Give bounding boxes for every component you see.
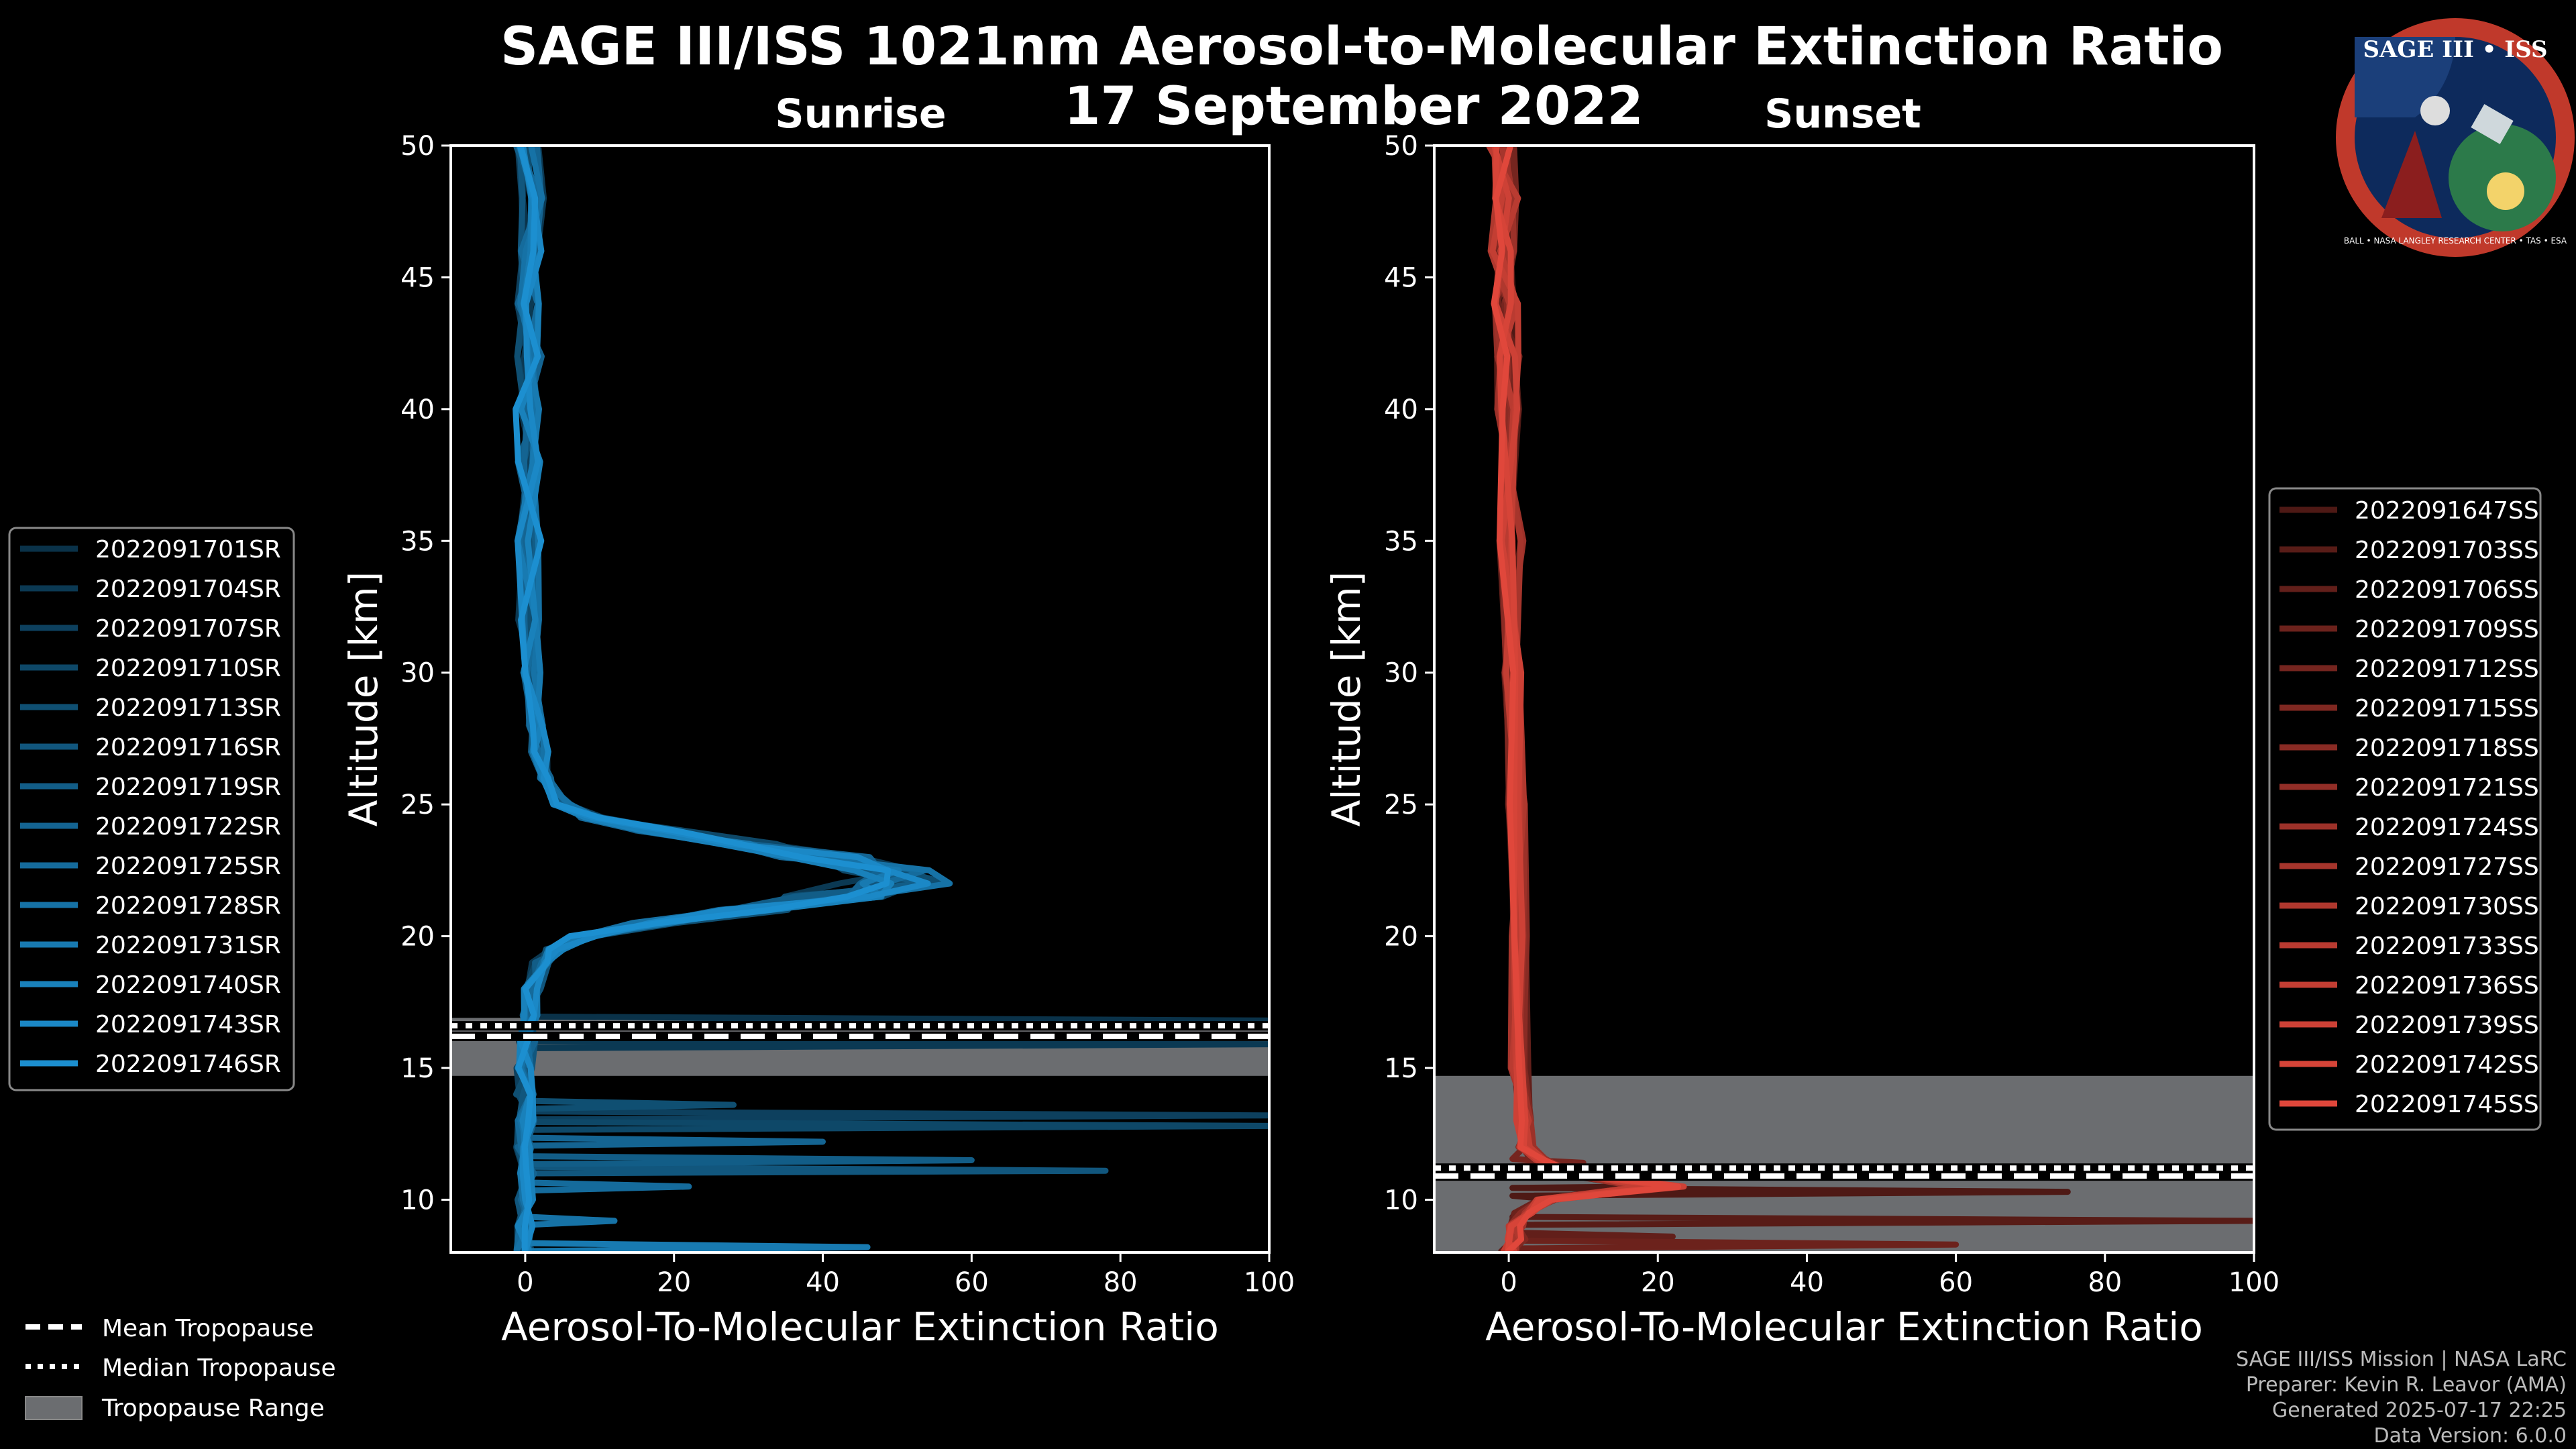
ss-ytick-label-40: 40 bbox=[1384, 394, 1418, 425]
sr-ytick-label-50: 50 bbox=[400, 131, 435, 162]
sr-xtick-label-80: 80 bbox=[1104, 1267, 1138, 1298]
sr-xtick-label-100: 100 bbox=[1244, 1267, 1295, 1298]
logo-name: SAGE III • ISS bbox=[2363, 36, 2547, 63]
ss-legend-label-2022091718SS: 2022091718SS bbox=[2355, 735, 2539, 762]
sunrise-legend: 2022091701SR 2022091704SR 2022091707SR 2022… bbox=[8, 527, 295, 1091]
sr-legend-label-2022091710SR: 2022091710SR bbox=[95, 655, 281, 682]
sr-xtick-label-60: 60 bbox=[955, 1267, 989, 1298]
sr-legend-label-2022091701SR: 2022091701SR bbox=[95, 536, 281, 564]
sage-mission-logo: SAGE III • ISS BALL • NASA LANGLEY RESEA… bbox=[2336, 18, 2575, 257]
sr-legend-label-2022091716SR: 2022091716SR bbox=[95, 734, 281, 761]
ss-legend-label-2022091742SS: 2022091742SS bbox=[2355, 1051, 2539, 1079]
sr-ytick-label-25: 25 bbox=[400, 790, 435, 820]
footer-mission: SAGE III/ISS Mission | NASA LaRC bbox=[2236, 1348, 2567, 1371]
sunset-legend-box bbox=[2268, 487, 2542, 1131]
ss-ytick-label-25: 25 bbox=[1384, 790, 1418, 820]
sr-ytick-label-35: 35 bbox=[400, 526, 435, 557]
footer-preparer: Preparer: Kevin R. Leavor (AMA) bbox=[2246, 1373, 2567, 1397]
ss-legend-label-2022091706SS: 2022091706SS bbox=[2355, 576, 2539, 604]
ss-profile-2022091745SS bbox=[1491, 146, 1682, 1252]
sunrise-legend-box bbox=[8, 527, 295, 1091]
sunrise-panel-title: Sunrise bbox=[775, 91, 946, 138]
sr-legend-label-2022091740SR: 2022091740SR bbox=[95, 971, 281, 999]
ss-legend-label-2022091727SS: 2022091727SS bbox=[2355, 853, 2539, 881]
sr-ytick-label-45: 45 bbox=[400, 262, 435, 293]
sr-legend-label-2022091722SR: 2022091722SR bbox=[95, 813, 281, 841]
ss-ytick-label-10: 10 bbox=[1384, 1185, 1418, 1216]
ss-xtick-label-0: 0 bbox=[1500, 1267, 1517, 1298]
sunset-ylabel: Altitude [km] bbox=[1324, 572, 1369, 826]
ss-legend-label-2022091721SS: 2022091721SS bbox=[2355, 774, 2539, 802]
tropopause-range-label: Tropopause Range bbox=[101, 1395, 325, 1422]
figure-title: SAGE III/ISS 1021nm Aerosol-to-Molecular… bbox=[500, 17, 2223, 77]
sr-ytick-label-30: 30 bbox=[400, 658, 435, 689]
ss-legend-label-2022091647SS: 2022091647SS bbox=[2355, 497, 2539, 525]
footer-generated: Generated 2025-07-17 22:25 bbox=[2272, 1399, 2567, 1422]
ss-xtick-label-100: 100 bbox=[2229, 1267, 2279, 1298]
ss-legend-label-2022091730SS: 2022091730SS bbox=[2355, 893, 2539, 920]
mean-tropopause-label: Mean Tropopause bbox=[102, 1315, 314, 1342]
sunrise-plot-background bbox=[451, 146, 1269, 1252]
sr-legend-label-2022091704SR: 2022091704SR bbox=[95, 576, 281, 603]
sr-legend-label-2022091707SR: 2022091707SR bbox=[95, 615, 281, 643]
logo-figure-icon bbox=[2381, 131, 2442, 218]
ss-legend-label-2022091724SS: 2022091724SS bbox=[2355, 814, 2539, 841]
sunset-plot-background bbox=[1434, 146, 2254, 1252]
sunset-panel-title: Sunset bbox=[1764, 91, 1921, 138]
sr-profile-2022091746SR bbox=[513, 146, 892, 1252]
ss-ytick-label-50: 50 bbox=[1384, 131, 1418, 162]
ss-ytick-label-30: 30 bbox=[1384, 658, 1418, 689]
ss-xtick-label-40: 40 bbox=[1790, 1267, 1824, 1298]
median-tropopause-label: Median Tropopause bbox=[102, 1354, 336, 1382]
ss-ytick-label-20: 20 bbox=[1384, 922, 1418, 953]
ss-ytick-label-45: 45 bbox=[1384, 262, 1418, 293]
ss-legend-label-2022091733SS: 2022091733SS bbox=[2355, 932, 2539, 960]
sunset-xlabel: Aerosol-To-Molecular Extinction Ratio bbox=[1485, 1304, 2203, 1350]
figure-date: 17 September 2022 bbox=[1064, 76, 1644, 137]
ss-xtick-label-20: 20 bbox=[1641, 1267, 1675, 1298]
sunset-legend: 2022091647SS 2022091703SS 2022091706SS 2022… bbox=[2268, 487, 2542, 1131]
sunset-plot-frame bbox=[1433, 144, 2255, 1254]
ss-ytick-label-15: 15 bbox=[1384, 1053, 1418, 1084]
sr-ytick-label-20: 20 bbox=[400, 922, 435, 953]
ss-ytick-label-35: 35 bbox=[1384, 526, 1418, 557]
logo-station-icon bbox=[2471, 104, 2514, 144]
sr-legend-label-2022091719SR: 2022091719SR bbox=[95, 773, 281, 801]
sr-ytick-label-10: 10 bbox=[400, 1185, 435, 1216]
sr-legend-label-2022091713SR: 2022091713SR bbox=[95, 694, 281, 722]
ss-legend-label-2022091736SS: 2022091736SS bbox=[2355, 972, 2539, 1000]
footer-version: Data Version: 6.0.0 bbox=[2374, 1424, 2567, 1448]
sr-xtick-label-20: 20 bbox=[657, 1267, 691, 1298]
sr-legend-label-2022091746SR: 2022091746SR bbox=[95, 1051, 281, 1078]
sr-legend-label-2022091743SR: 2022091743SR bbox=[95, 1011, 281, 1038]
ss-legend-label-2022091745SS: 2022091745SS bbox=[2355, 1091, 2539, 1118]
ss-xtick-label-60: 60 bbox=[1939, 1267, 1973, 1298]
ss-legend-label-2022091709SS: 2022091709SS bbox=[2355, 616, 2539, 643]
tropopause-range-swatch bbox=[25, 1396, 83, 1420]
sunrise-plot: 0 20 40 60 80 100 10 15 20 25 30 35 40 45 50 Aerosol-… bbox=[341, 131, 1295, 1350]
ss-legend-label-2022091739SS: 2022091739SS bbox=[2355, 1012, 2539, 1039]
ss-legend-label-2022091703SS: 2022091703SS bbox=[2355, 537, 2539, 564]
tropopause-legend: Mean Tropopause Median Tropopause Tropop… bbox=[25, 1315, 336, 1422]
sr-xtick-label-40: 40 bbox=[806, 1267, 840, 1298]
sr-legend-label-2022091725SR: 2022091725SR bbox=[95, 853, 281, 880]
sr-xtick-label-0: 0 bbox=[517, 1267, 533, 1298]
ss-xtick-label-80: 80 bbox=[2088, 1267, 2122, 1298]
sr-legend-label-2022091728SR: 2022091728SR bbox=[95, 892, 281, 920]
sr-ytick-label-15: 15 bbox=[400, 1053, 435, 1084]
sr-ytick-label-40: 40 bbox=[400, 394, 435, 425]
sunset-plot: 0 20 40 60 80 100 10 15 20 25 30 35 40 45 50 Aerosol-… bbox=[1324, 131, 2279, 1350]
logo-sun-icon bbox=[2487, 172, 2524, 210]
sunrise-ylabel: Altitude [km] bbox=[341, 572, 386, 826]
sunrise-plot-frame bbox=[449, 144, 1271, 1254]
ss-legend-label-2022091712SS: 2022091712SS bbox=[2355, 655, 2539, 683]
logo-moon-icon bbox=[2420, 96, 2450, 125]
ss-legend-label-2022091715SS: 2022091715SS bbox=[2355, 695, 2539, 722]
logo-caption: BALL • NASA LANGLEY RESEARCH CENTER • TA… bbox=[2344, 236, 2567, 246]
sr-legend-label-2022091731SR: 2022091731SR bbox=[95, 932, 281, 959]
sunrise-xlabel: Aerosol-To-Molecular Extinction Ratio bbox=[501, 1304, 1219, 1350]
